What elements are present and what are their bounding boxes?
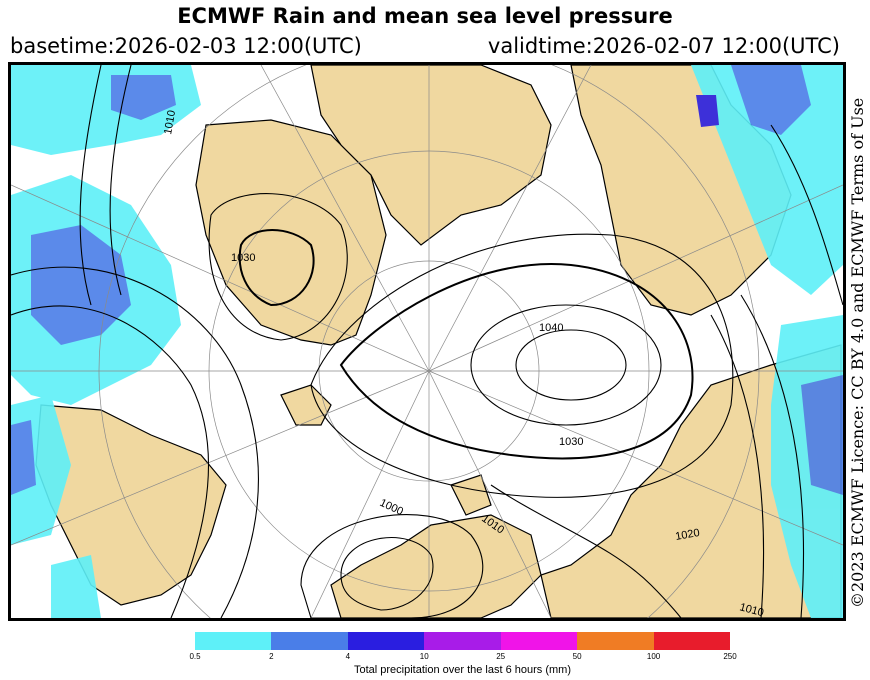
precip-pacific-core — [731, 65, 811, 135]
legend-tick: 10 — [419, 652, 429, 661]
contour-label: 1020 — [674, 527, 700, 543]
precip-atlantic-core — [31, 225, 131, 345]
precip-west-core — [11, 420, 36, 495]
credit-text: ©2023 ECMWF Licence: CC BY 4.0 and ECMWF… — [848, 97, 867, 608]
precipitation-areas — [11, 65, 843, 618]
legend-swatch — [195, 632, 272, 650]
precip-pacific-heavy — [696, 95, 719, 127]
precip-pacific — [691, 65, 843, 295]
graticule — [11, 65, 843, 618]
precip-north-core — [111, 75, 176, 120]
basetime-label: basetime:2026-02-03 12:00(UTC) — [10, 34, 362, 58]
legend-tick: 50 — [572, 652, 582, 661]
canadian-arctic-land — [310, 65, 552, 246]
isobar-high-inner — [470, 304, 662, 426]
isobar-high-1040 — [515, 329, 627, 401]
legend-swatch — [577, 632, 654, 650]
precip-legend — [195, 632, 730, 650]
isobar-south-1 — [490, 484, 682, 618]
contour-label: 1010 — [162, 109, 178, 135]
contour-label: 1030 — [559, 436, 583, 448]
isobar-1030 — [339, 263, 694, 460]
legend-title: Total precipitation over the last 6 hour… — [353, 664, 572, 676]
legend-swatch — [271, 632, 348, 650]
precip-north-atlantic — [11, 65, 201, 155]
isobar-arc-2 — [11, 266, 259, 618]
isobar-east-1 — [710, 314, 765, 618]
legend-swatch — [347, 632, 425, 650]
isobar-greenland-high — [238, 229, 315, 307]
legend-swatch — [424, 632, 501, 650]
legend-tick: 250 — [723, 652, 737, 661]
precip-east-core — [801, 375, 843, 495]
isobar-arc-3 — [109, 65, 132, 296]
isobar-low-1000 — [340, 537, 434, 611]
legend-tick: 100 — [646, 652, 661, 661]
legend-ticks: 0.5 2 4 10 25 50 100 250 — [189, 652, 736, 662]
legend-swatch — [500, 632, 578, 650]
legend-tick: 2 — [269, 652, 274, 661]
russia-north-land — [330, 514, 542, 618]
chart-title: ECMWF Rain and mean sea level pressure — [177, 4, 673, 28]
isobar-east-3 — [770, 124, 843, 306]
precip-south — [51, 555, 101, 618]
isobar-east-2 — [740, 294, 805, 618]
legend-tick: 0.5 — [189, 652, 201, 661]
isobar-mid — [310, 233, 734, 498]
map-panel[interactable]: 1040 1030 1030 1010 1000 1020 1010 1010 — [8, 62, 846, 621]
legend-swatch — [653, 632, 730, 650]
polar-map: 1040 1030 1030 1010 1000 1020 1010 1010 — [11, 65, 843, 618]
legend-tick: 4 — [345, 652, 351, 661]
validtime-label: validtime:2026-02-07 12:00(UTC) — [487, 34, 840, 58]
isobar-arc-4 — [79, 65, 102, 306]
isobar-greenland-outer — [208, 193, 348, 341]
siberia-land — [540, 344, 842, 618]
isobar-arc-1 — [11, 305, 209, 618]
svalbard-land — [280, 384, 332, 426]
novaya-land — [450, 474, 492, 516]
contour-label: 1040 — [539, 322, 563, 334]
isobar-low-outer — [300, 514, 484, 618]
isobars — [11, 65, 843, 618]
contour-label: 1030 — [231, 252, 255, 264]
legend-tick: 25 — [496, 652, 506, 661]
contour-label: 1010 — [738, 601, 765, 618]
